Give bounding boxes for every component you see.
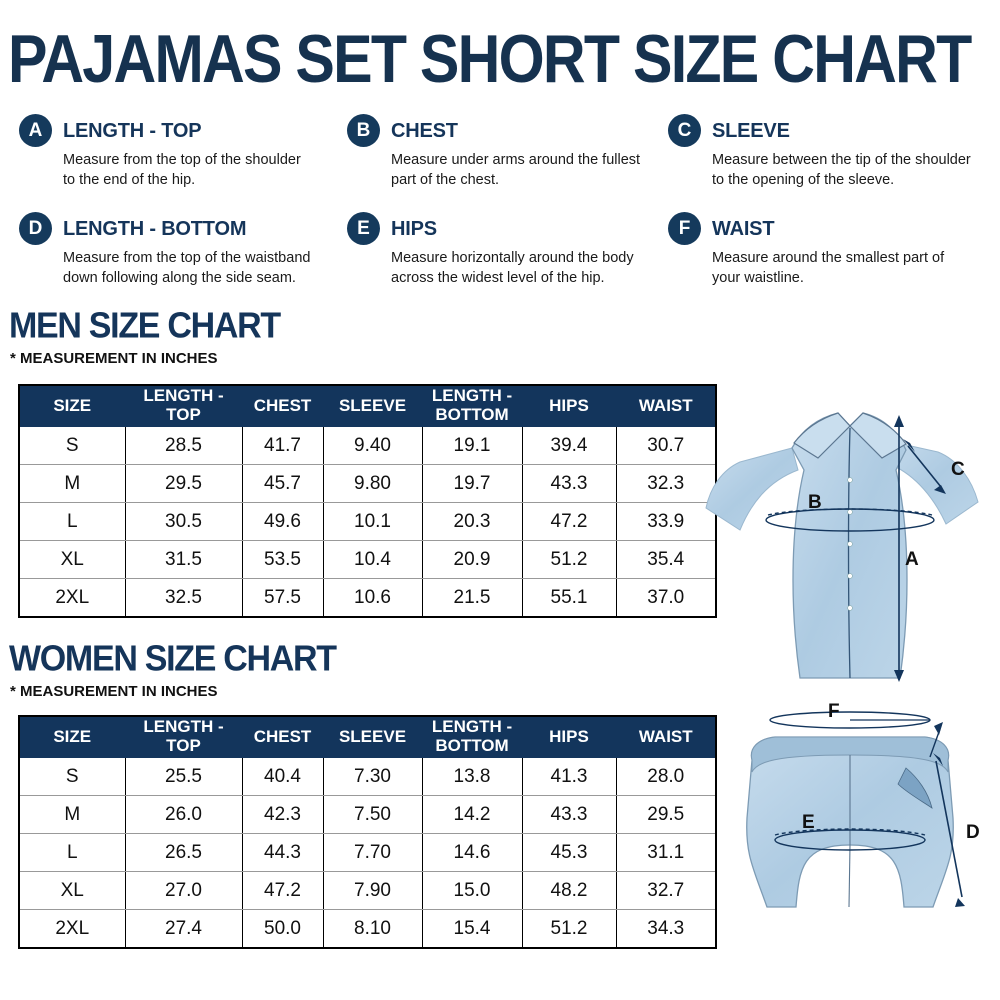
svg-text:C: C [951, 459, 965, 480]
svg-text:B: B [808, 492, 822, 513]
svg-text:D: D [966, 822, 980, 843]
svg-text:F: F [828, 701, 840, 722]
svg-text:E: E [802, 812, 815, 833]
svg-text:A: A [905, 549, 919, 570]
